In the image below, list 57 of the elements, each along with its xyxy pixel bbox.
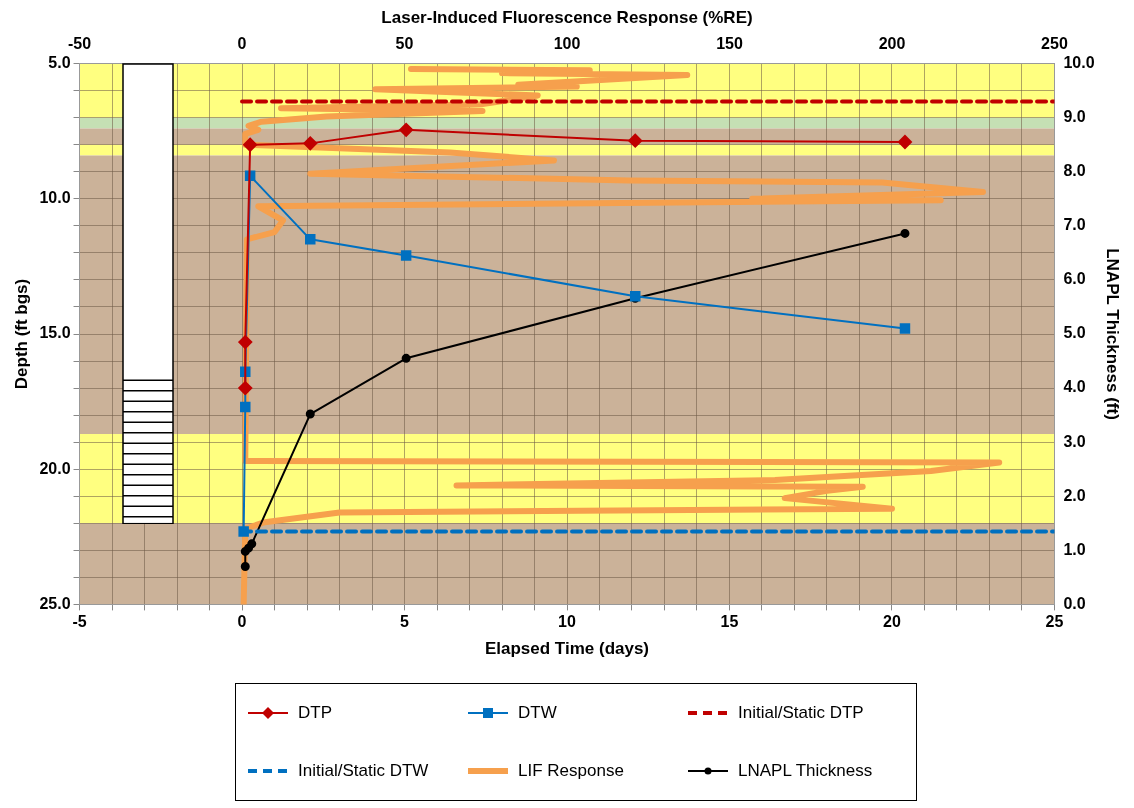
y2-tick-label: 8.0: [1063, 162, 1086, 180]
y-tick-label: 20.0: [39, 459, 71, 477]
x2-tick-label: 200: [878, 35, 906, 53]
point: [238, 526, 249, 537]
point: [305, 234, 316, 245]
point: [628, 133, 643, 148]
point: [238, 335, 253, 350]
x2-tick-label: 150: [716, 35, 743, 53]
y-tick-label: 5.0: [48, 54, 71, 72]
y2-tick-label: 4.0: [1063, 378, 1086, 396]
point: [399, 122, 414, 137]
x-tick-label: -5: [72, 613, 87, 631]
y2-tick-label: 1.0: [1063, 540, 1086, 558]
point: [400, 250, 412, 261]
y2-axis-title: LNAPL Thickness (ft): [1103, 248, 1123, 420]
y2-tick-label: 7.0: [1063, 216, 1086, 234]
y-axis-title: Depth (ft bgs): [11, 278, 31, 390]
y2-tick-label: 6.0: [1063, 270, 1086, 288]
x-tick-label: 10: [558, 613, 576, 631]
point: [238, 381, 253, 396]
y-tick-label: 10.0: [39, 189, 71, 207]
x-tick-label: 20: [883, 613, 901, 631]
x2-axis-title: Laser-Induced Fluorescence Response (%RE): [381, 7, 753, 27]
x-tick-label: 25: [1045, 613, 1064, 631]
point: [401, 353, 411, 363]
legend-label: Initial/Static DTW: [298, 761, 429, 781]
x-tick-label: 0: [237, 613, 247, 631]
legend-label: DTP: [298, 703, 332, 723]
x2-tick-label: 0: [237, 35, 247, 53]
y2-tick-label: 3.0: [1063, 432, 1086, 450]
x-axis-title: Elapsed Time (days): [484, 639, 650, 659]
y2-tick-label: 2.0: [1063, 486, 1086, 504]
point: [243, 137, 258, 152]
legend-label: DTW: [518, 703, 557, 723]
y2-tick-label: 0.0: [1063, 594, 1086, 612]
point: [305, 409, 315, 419]
point: [247, 539, 257, 549]
x2-tick-label: -50: [67, 35, 92, 53]
x-tick-label: 15: [720, 613, 739, 631]
legend-label: Initial/Static DTP: [738, 703, 864, 723]
x2-tick-label: 100: [553, 35, 581, 53]
x2-tick-label: 250: [1041, 35, 1068, 53]
point: [240, 401, 251, 413]
point: [900, 228, 910, 238]
point: [240, 562, 250, 572]
legend-label: LIF Response: [518, 761, 624, 781]
point: [899, 323, 911, 334]
x-tick-label: 5: [400, 613, 410, 631]
x2-tick-label: 50: [395, 35, 414, 53]
y-tick-label: 15.0: [39, 324, 71, 342]
y2-tick-label: 9.0: [1063, 108, 1086, 126]
point: [897, 135, 912, 150]
point: [303, 136, 318, 151]
legend-label: LNAPL Thickness: [738, 761, 873, 781]
y2-tick-label: 10.0: [1063, 54, 1095, 72]
y2-tick-label: 5.0: [1063, 324, 1086, 342]
y-tick-label: 25.0: [39, 594, 71, 612]
